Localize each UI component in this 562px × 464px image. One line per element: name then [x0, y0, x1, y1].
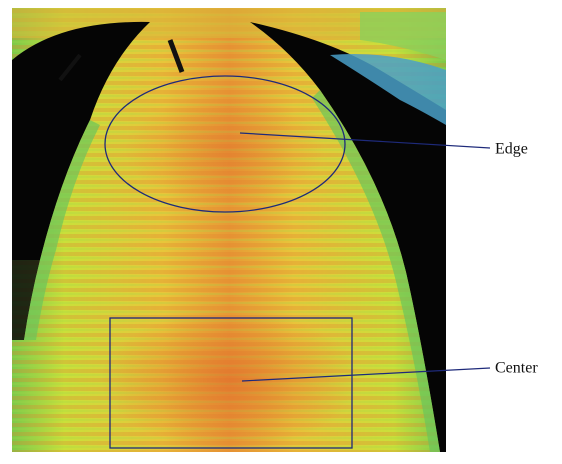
center-label: Center [495, 360, 538, 377]
figure: Edge Center [0, 0, 562, 464]
edge-label: Edge [495, 141, 528, 158]
page: Edge Center (() => { const data = JSON.p… [0, 0, 562, 464]
heat-map-image [12, 8, 446, 452]
